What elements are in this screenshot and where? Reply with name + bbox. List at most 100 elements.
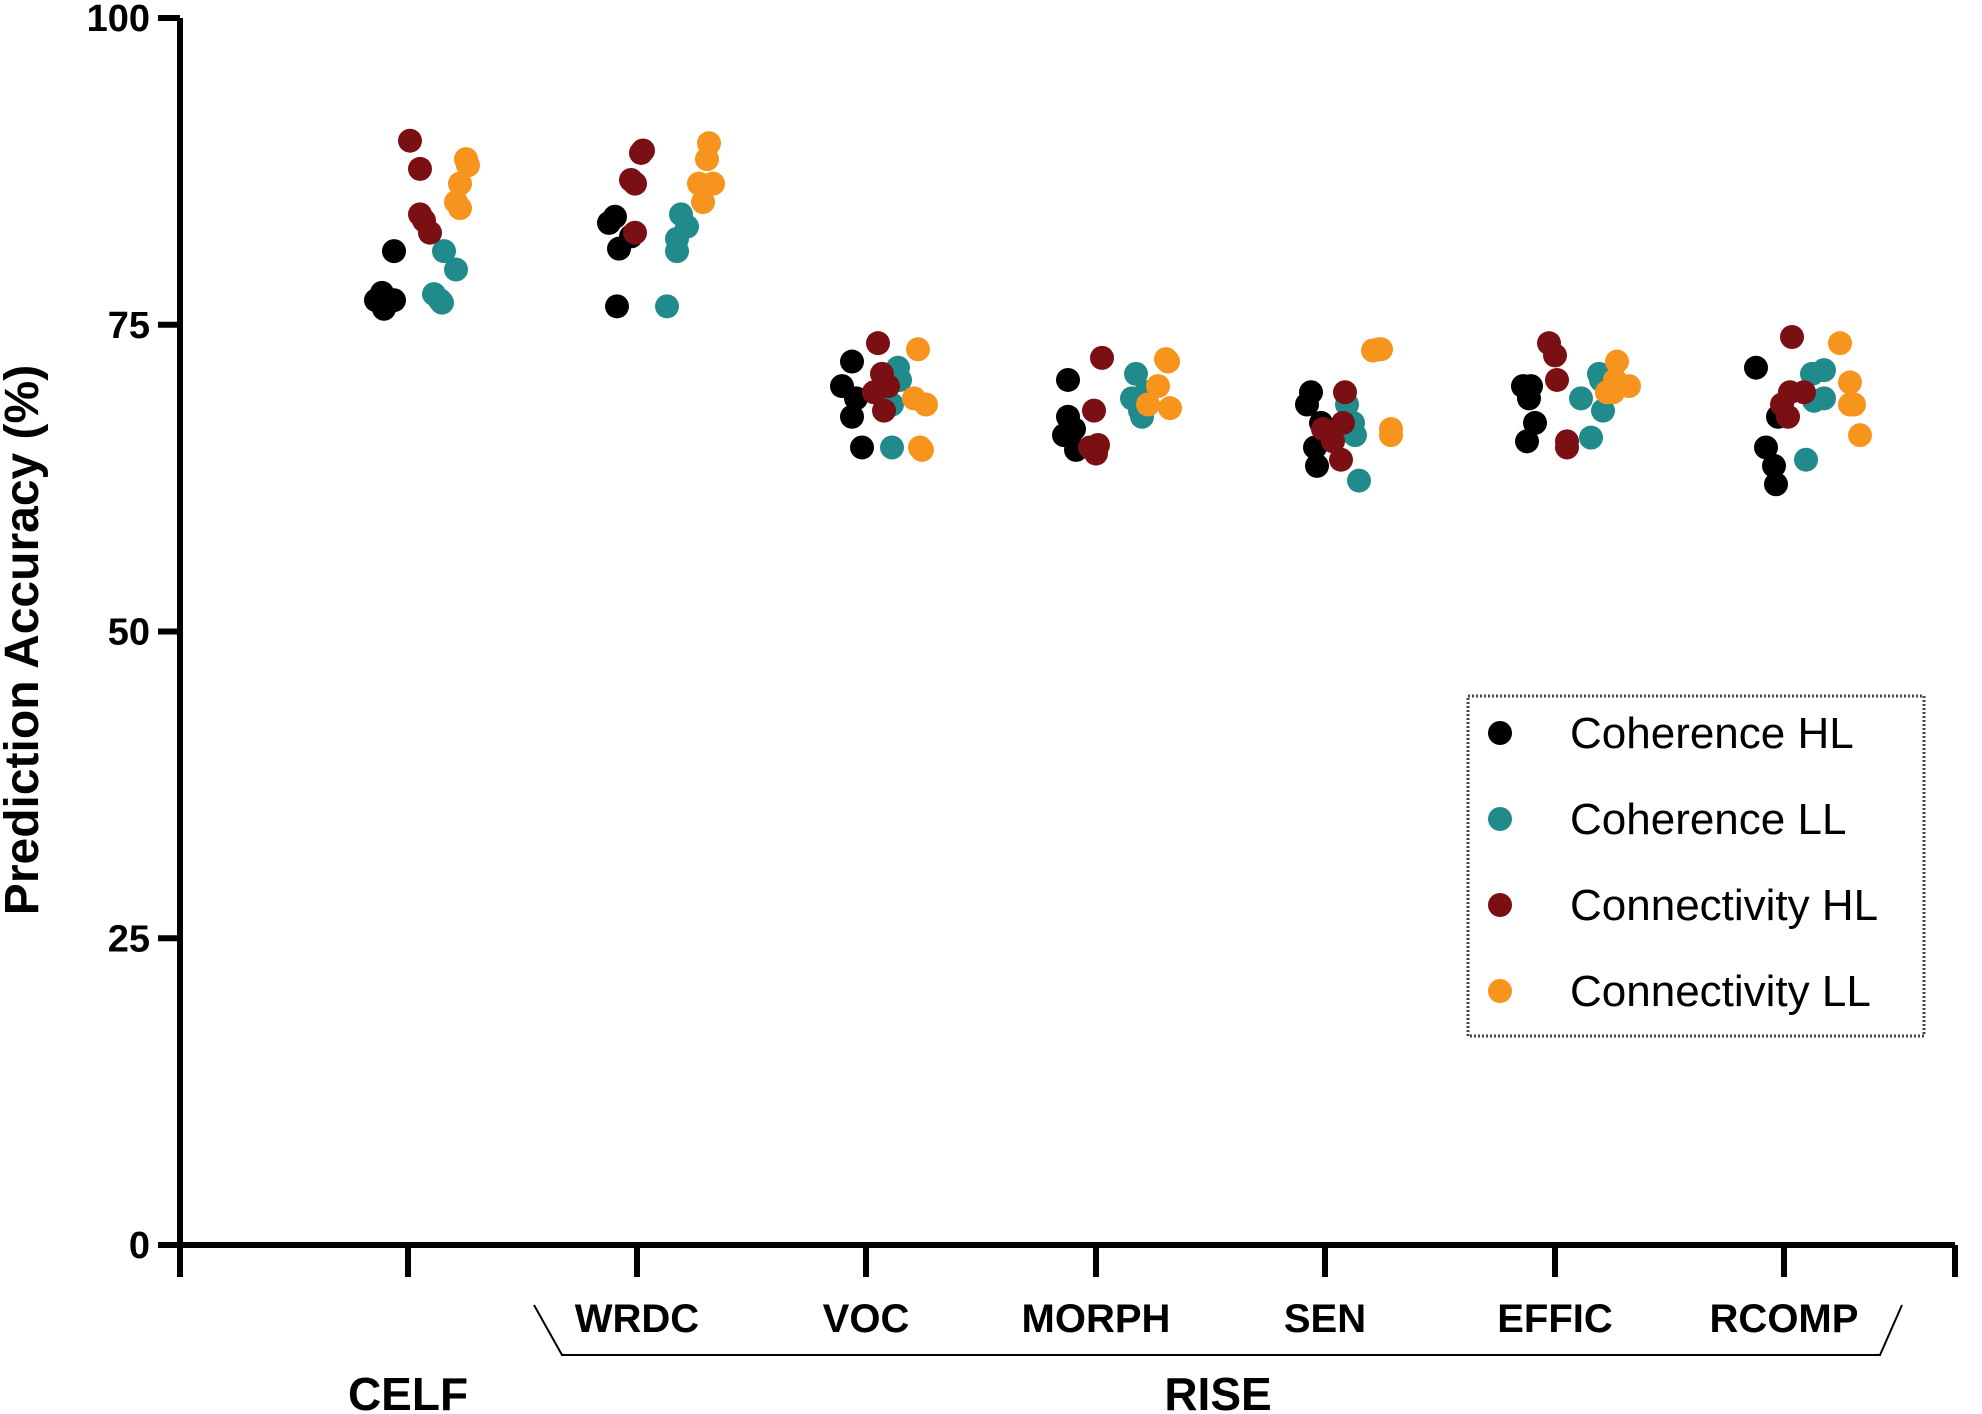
data-point	[1311, 417, 1335, 442]
data-point	[1605, 349, 1629, 374]
data-point	[444, 257, 468, 282]
data-point	[456, 153, 480, 178]
data-point	[1056, 404, 1080, 429]
x-tick-label: SEN	[1284, 1297, 1366, 1341]
data-point	[655, 294, 679, 319]
x-tick-label: EFFIC	[1497, 1297, 1613, 1341]
data-point	[1778, 380, 1802, 405]
data-point	[605, 294, 629, 319]
data-point	[448, 171, 472, 196]
data-point	[840, 404, 864, 429]
data-point	[631, 138, 655, 163]
group-label: CELF	[348, 1368, 468, 1414]
data-point	[382, 288, 406, 313]
data-point	[603, 204, 627, 229]
data-point	[432, 239, 456, 264]
data-point	[697, 131, 721, 156]
data-point	[1776, 404, 1800, 429]
data-point	[1828, 331, 1852, 356]
data-point	[880, 435, 904, 460]
data-point	[619, 167, 643, 192]
x-tick-label: RCOMP	[1710, 1297, 1859, 1341]
data-point	[910, 437, 934, 462]
data-point	[1603, 367, 1627, 392]
legend-label: Coherence LL	[1570, 795, 1846, 844]
data-point	[1158, 396, 1182, 421]
data-point	[412, 208, 436, 233]
data-point	[1555, 429, 1579, 454]
data-point	[1369, 337, 1393, 362]
data-point	[1838, 370, 1862, 395]
data-point	[1762, 453, 1786, 478]
data-point	[1545, 367, 1569, 392]
y-tick-label: 50	[108, 612, 150, 654]
data-point	[1086, 432, 1110, 457]
data-point	[408, 156, 432, 181]
group-label: RISE	[1164, 1368, 1271, 1414]
data-point	[1090, 345, 1114, 370]
data-point	[382, 239, 406, 264]
x-tick-label: VOC	[823, 1297, 910, 1341]
data-point	[398, 128, 422, 153]
data-point	[691, 190, 715, 215]
data-point	[1543, 343, 1567, 368]
data-points	[364, 128, 1872, 497]
data-point	[872, 398, 896, 423]
data-point	[623, 220, 647, 245]
data-point	[1523, 410, 1547, 435]
data-point	[1347, 468, 1371, 493]
data-point	[687, 171, 711, 196]
data-point	[840, 349, 864, 374]
data-point	[1812, 386, 1836, 411]
data-point	[1591, 398, 1615, 423]
legend: Coherence HL Coherence LL Connectivity HL C…	[1466, 694, 1926, 1038]
data-point	[1780, 325, 1804, 350]
data-point	[1519, 374, 1543, 399]
legend-marker	[1488, 893, 1512, 917]
data-point	[906, 337, 930, 362]
legend-marker	[1488, 807, 1512, 831]
data-point	[1848, 423, 1872, 448]
data-point	[1124, 361, 1148, 386]
data-point	[1579, 425, 1603, 450]
legend-box	[1466, 694, 1926, 1038]
data-point	[1056, 367, 1080, 392]
legend-label: Connectivity LL	[1570, 967, 1871, 1016]
data-point	[870, 361, 894, 386]
x-tick-label: MORPH	[1022, 1297, 1171, 1341]
data-point	[1842, 392, 1866, 417]
y-ticks: 0 25 50 75 100	[87, 0, 180, 1267]
data-point	[665, 239, 689, 264]
x-ticks: WRDC VOC MORPH SEN EFFIC RCOMP CELF RISE	[177, 1245, 1958, 1414]
y-tick-label: 25	[108, 918, 150, 960]
data-point	[862, 380, 886, 405]
data-point	[1329, 447, 1353, 472]
data-point	[1156, 349, 1180, 374]
y-tick-label: 75	[108, 305, 150, 347]
legend-marker	[1488, 721, 1512, 745]
data-point	[1744, 355, 1768, 380]
data-point	[1812, 358, 1836, 383]
data-point	[430, 290, 454, 315]
data-point	[1082, 398, 1106, 423]
data-point	[1052, 423, 1076, 448]
legend-label: Coherence HL	[1570, 709, 1854, 758]
data-point	[1764, 472, 1788, 497]
data-point	[1794, 447, 1818, 472]
data-point	[1331, 410, 1355, 435]
data-point	[1295, 392, 1319, 417]
data-point	[444, 190, 468, 215]
y-tick-label: 0	[129, 1225, 150, 1267]
group-bracket	[533, 1304, 1903, 1356]
data-point	[1569, 386, 1593, 411]
x-tick-label: WRDC	[575, 1297, 699, 1341]
data-point	[1303, 435, 1327, 460]
y-tick-label: 100	[87, 0, 150, 40]
data-point	[1515, 429, 1539, 454]
data-point	[850, 435, 874, 460]
data-point	[866, 331, 890, 356]
data-point	[1146, 374, 1170, 399]
data-point	[1379, 423, 1403, 448]
legend-label: Connectivity HL	[1570, 881, 1878, 930]
